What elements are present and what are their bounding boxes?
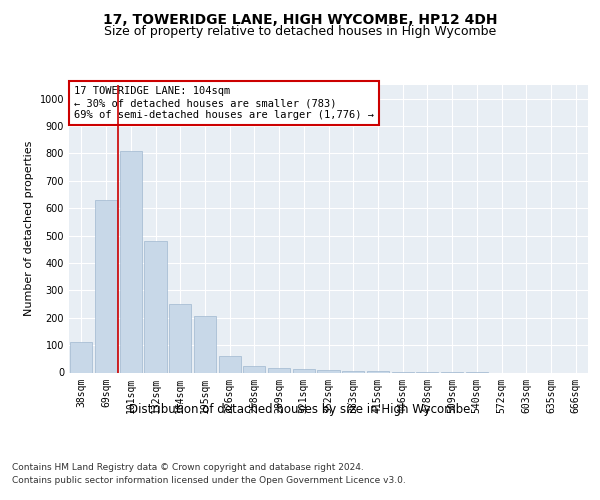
Bar — [243, 366, 265, 372]
Text: Contains HM Land Registry data © Crown copyright and database right 2024.: Contains HM Land Registry data © Crown c… — [12, 462, 364, 471]
Bar — [317, 370, 340, 372]
Bar — [169, 304, 191, 372]
Bar — [342, 371, 364, 372]
Bar — [70, 342, 92, 372]
Bar — [145, 241, 167, 372]
Bar — [119, 150, 142, 372]
Bar — [218, 356, 241, 372]
Bar — [268, 368, 290, 372]
Bar — [194, 316, 216, 372]
Text: 17, TOWERIDGE LANE, HIGH WYCOMBE, HP12 4DH: 17, TOWERIDGE LANE, HIGH WYCOMBE, HP12 4… — [103, 12, 497, 26]
Text: Contains public sector information licensed under the Open Government Licence v3: Contains public sector information licen… — [12, 476, 406, 485]
Text: Distribution of detached houses by size in High Wycombe: Distribution of detached houses by size … — [130, 402, 470, 415]
Bar — [95, 200, 117, 372]
Text: Size of property relative to detached houses in High Wycombe: Size of property relative to detached ho… — [104, 25, 496, 38]
Text: 17 TOWERIDGE LANE: 104sqm
← 30% of detached houses are smaller (783)
69% of semi: 17 TOWERIDGE LANE: 104sqm ← 30% of detac… — [74, 86, 374, 120]
Bar — [293, 369, 315, 372]
Y-axis label: Number of detached properties: Number of detached properties — [24, 141, 34, 316]
